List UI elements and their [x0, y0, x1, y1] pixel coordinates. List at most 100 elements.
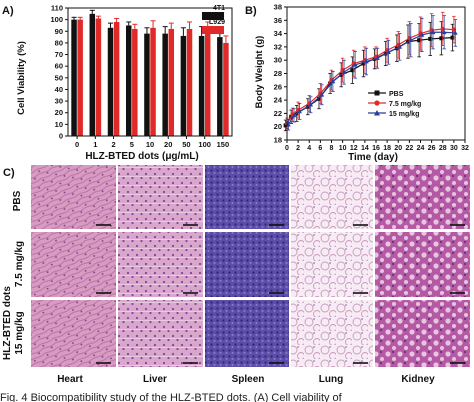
y-tick-label: 110: [51, 4, 63, 13]
tissue-image-lung-pbs: [291, 165, 373, 229]
y-tick-label: 10: [55, 120, 63, 129]
tissue-image-kidney-7-5-mg-kg: [375, 232, 470, 297]
x-tick-label: 50: [182, 140, 190, 149]
x-tick-label: 22: [405, 145, 413, 152]
y-tick-label: 30: [274, 56, 282, 65]
chart-b-ylabel: Body Weight (g): [254, 36, 265, 109]
histology-panel: C) PBS HLZ-BTED dots 7.5 mg/kg 15 mg/kg …: [2, 165, 470, 385]
marker-pbs: [428, 36, 433, 41]
plot-frame: [286, 6, 466, 141]
row-label-15: 15 mg/kg: [14, 311, 25, 354]
y-tick-label: 40: [55, 85, 63, 94]
marker-pbs: [350, 68, 355, 73]
y-tick-label: 30: [55, 97, 63, 106]
marker-15-mg-kg: [419, 32, 425, 37]
x-tick-label: 5: [130, 140, 134, 149]
y-tick-label: 36: [274, 16, 282, 25]
chart-a-legend: 4T1 L929: [202, 5, 225, 34]
marker-15-mg-kg: [319, 92, 325, 97]
plot-frame: [67, 7, 233, 137]
legend-label-7-5: 7.5 mg/kg: [389, 101, 421, 108]
line-7-5-mg-kg: [286, 28, 454, 124]
legend-label-l929: L929: [209, 19, 225, 26]
y-tick-label: 90: [55, 27, 63, 36]
legend-marker-7-5: [374, 100, 380, 106]
legend-label-15: 15 mg/kg: [389, 111, 419, 118]
marker-15-mg-kg: [386, 49, 391, 55]
bar-l929: [186, 28, 193, 137]
marker-pbs: [361, 61, 366, 66]
y-tick-label: 60: [55, 62, 63, 71]
panel-c-label: C): [3, 167, 15, 179]
tissue-image-heart-pbs: [31, 165, 116, 229]
y-tick-label: 18: [274, 136, 282, 145]
bar-l929: [95, 18, 102, 137]
marker-15-mg-kg: [308, 102, 314, 107]
column-label-heart: Heart: [57, 374, 83, 385]
y-tick-label: 0: [59, 132, 63, 141]
marker-15-mg-kg: [452, 30, 458, 35]
x-tick-label: 14: [361, 145, 369, 152]
x-tick-label: 16: [372, 145, 380, 152]
bar-4t1: [217, 37, 223, 136]
y-tick-label: 26: [274, 82, 282, 91]
x-tick-label: 2: [296, 145, 300, 152]
marker-15-mg-kg: [291, 112, 297, 118]
bar-4t1: [162, 33, 168, 136]
chart-b-legend: PBS 7.5 mg/kg 15 mg/kg: [368, 90, 421, 118]
legend-marker-15: [374, 110, 380, 116]
x-tick-label: 6: [318, 145, 322, 152]
y-tick-label: 24: [274, 96, 283, 105]
x-tick-label: 150: [217, 140, 230, 149]
bar-4t1: [144, 33, 150, 136]
marker-15-mg-kg: [341, 69, 347, 74]
marker-15-mg-kg: [374, 55, 380, 61]
row-label-7-5: 7.5 mg/kg: [14, 241, 25, 287]
legend-swatch-l929: [202, 26, 224, 34]
tissue-image-lung-7-5-mg-kg: [291, 232, 373, 297]
tissue-image-heart-15-mg-kg: [31, 300, 116, 367]
tissue-image-kidney-15-mg-kg: [375, 300, 470, 367]
x-tick-label: 2: [111, 140, 115, 149]
x-tick-label: 32: [461, 145, 469, 152]
chart-a-plot: 0 10 20 30 40 50 60 70 80 90 100 110 0 1 2 5 10 20 50 100 15…: [50, 4, 233, 149]
chart-a-ylabel: Cell Viability (%): [16, 41, 27, 115]
tissue-image-liver-pbs: [118, 165, 203, 229]
tissue-image-liver-7-5-mg-kg: [118, 232, 203, 297]
column-label-spleen: Spleen: [232, 374, 265, 385]
bar-4t1: [125, 25, 132, 137]
bar-4t1: [89, 13, 96, 136]
bar-l929: [223, 42, 229, 137]
legend-swatch-4t1: [202, 12, 224, 20]
marker-pbs: [450, 35, 455, 40]
y-tick-label: 32: [274, 42, 282, 51]
x-tick-label: 0: [285, 145, 289, 152]
y-tick-label: 38: [274, 3, 282, 12]
marker-15-mg-kg: [408, 37, 414, 43]
x-tick-label: 24: [417, 145, 425, 152]
x-tick-label: 0: [75, 140, 79, 149]
x-tick-label: 20: [394, 145, 402, 152]
column-label-kidney: Kidney: [401, 374, 435, 385]
legend-label-4t1: 4T1: [213, 5, 225, 12]
y-tick-label: 34: [274, 29, 283, 38]
panel-b-label: B): [245, 5, 257, 17]
marker-pbs: [417, 38, 422, 43]
cell-viability-chart: A) Cell Viability (%) HLZ-BTED dots (μg/…: [2, 4, 233, 162]
bar-l929: [77, 19, 83, 136]
marker-15-mg-kg: [441, 29, 447, 35]
x-tick-label: 100: [198, 140, 211, 149]
bar-4t1: [180, 35, 187, 136]
marker-pbs: [316, 96, 321, 101]
chart-b-xlabel: Time (day): [348, 152, 398, 162]
y-tick-label: 22: [274, 109, 282, 118]
bar-l929: [150, 27, 156, 137]
x-tick-label: 1: [93, 140, 97, 149]
x-tick-label: 20: [164, 140, 172, 149]
bar-4t1: [198, 35, 205, 136]
bar-4t1: [107, 27, 114, 137]
y-tick-label: 28: [274, 69, 282, 78]
x-tick-label: 12: [350, 145, 358, 152]
marker-pbs: [328, 81, 333, 86]
x-tick-label: 4: [307, 145, 311, 152]
